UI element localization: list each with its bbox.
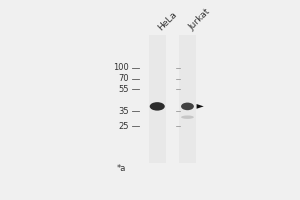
Text: Jurkat: Jurkat (188, 7, 212, 32)
Bar (148, 35, 166, 163)
Text: 100: 100 (114, 63, 129, 72)
Text: 55: 55 (119, 85, 129, 94)
Text: 70: 70 (119, 74, 129, 83)
Text: HeLa: HeLa (156, 10, 178, 32)
Text: *a: *a (116, 164, 126, 173)
Polygon shape (196, 104, 204, 109)
Ellipse shape (150, 102, 165, 111)
Text: 25: 25 (119, 122, 129, 131)
Ellipse shape (181, 103, 194, 110)
Ellipse shape (181, 115, 194, 119)
Text: 35: 35 (119, 107, 129, 116)
Bar (179, 35, 196, 163)
